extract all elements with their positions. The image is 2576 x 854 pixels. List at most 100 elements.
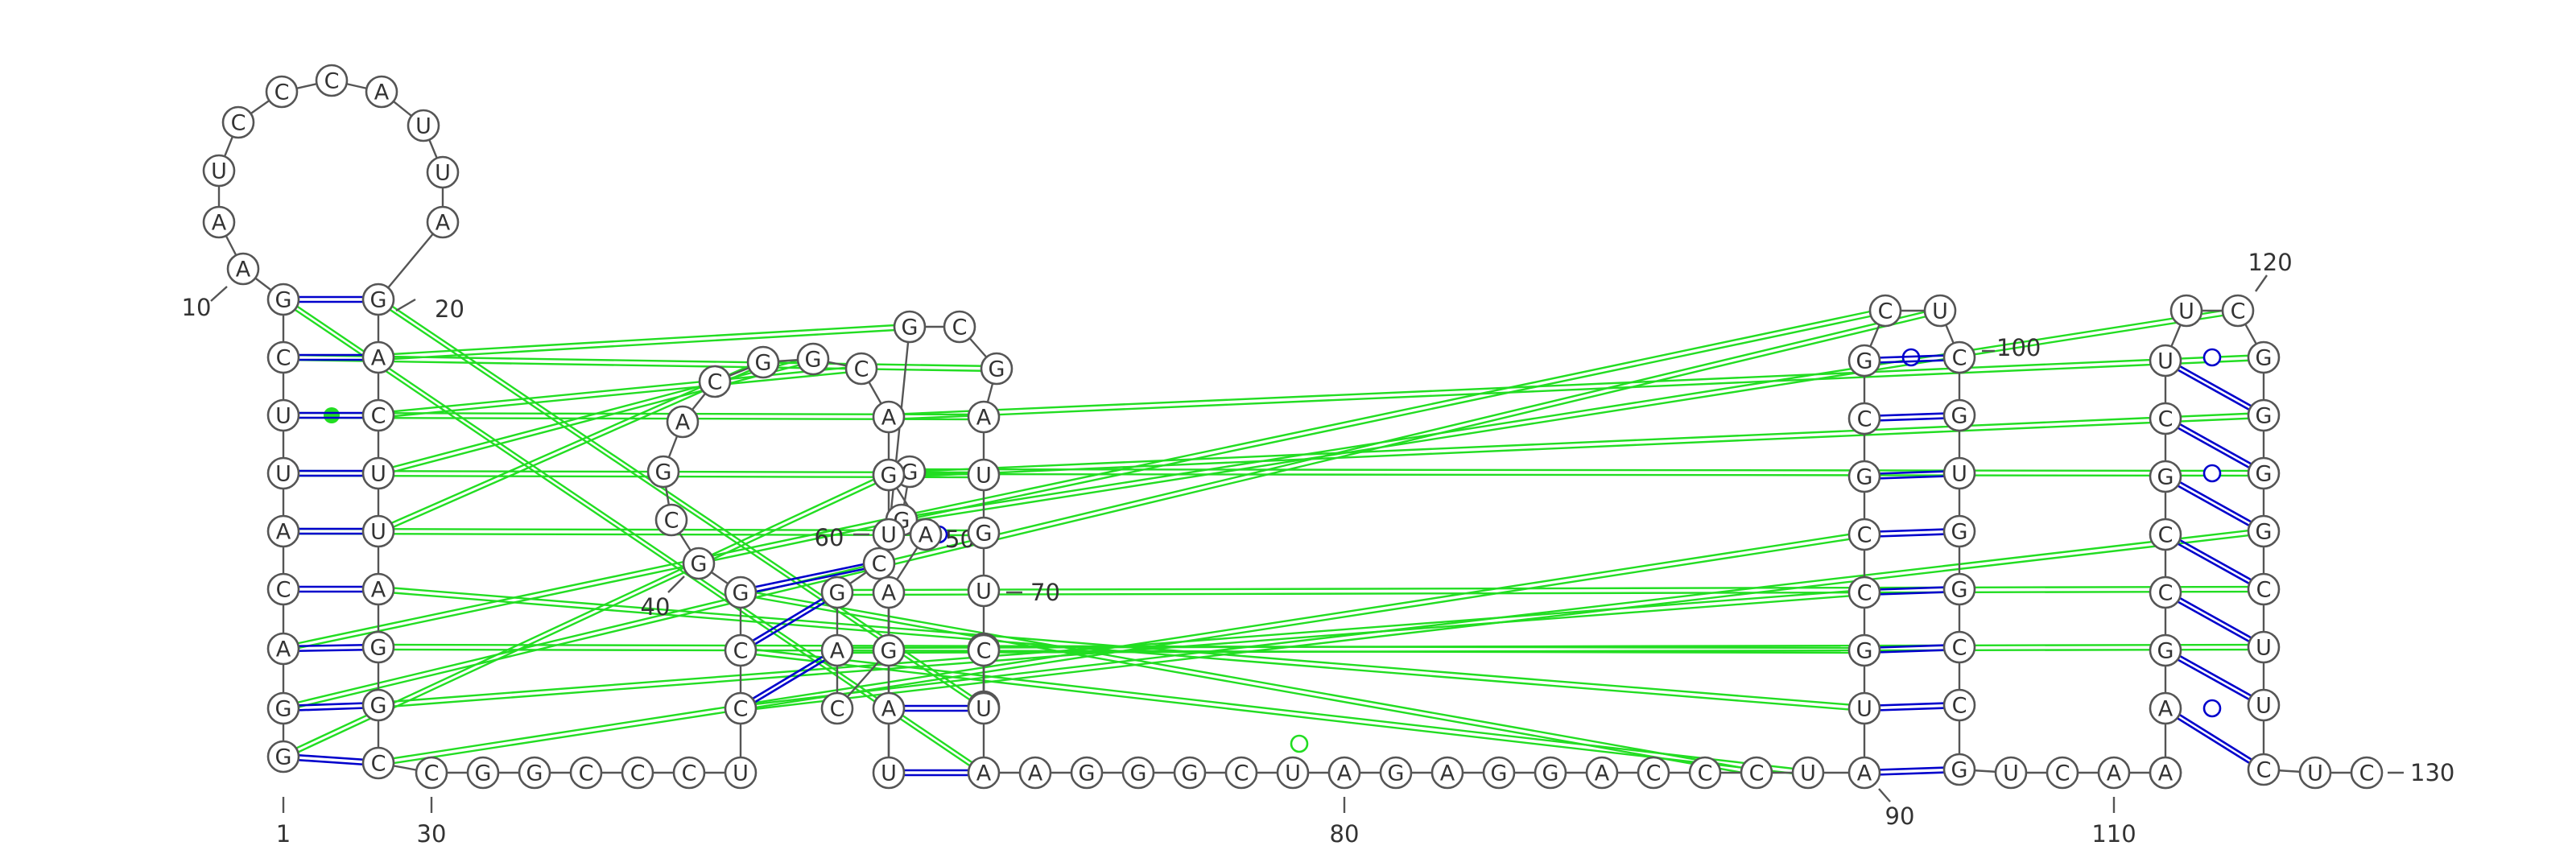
nucleotide-59: A — [872, 691, 906, 725]
nucleotide-121: C — [2221, 294, 2255, 328]
tertiary-interaction — [283, 311, 1886, 653]
nucleotide-3: A — [266, 632, 300, 666]
nucleotide-letter: A — [212, 211, 227, 236]
nucleotide-105: C — [1942, 630, 1976, 664]
nucleotide-letter: U — [1800, 761, 1816, 786]
nucleotide-circle — [1847, 402, 1881, 435]
nucleotide-circle — [1018, 756, 1052, 790]
nucleotide-81: G — [1379, 756, 1413, 790]
nucleotide-letter: G — [2157, 639, 2174, 664]
nucleotide-circle — [1637, 756, 1670, 790]
nucleotide-circle — [646, 455, 680, 489]
nucleotide-letter: C — [976, 639, 992, 664]
nucleotide-letter: C — [1857, 523, 1872, 548]
base-pair — [2165, 472, 2264, 530]
nucleotide-letter: G — [1856, 465, 1873, 490]
tertiary-interaction — [740, 593, 1757, 777]
nucleotide-letter: A — [1440, 761, 1455, 786]
nucleotide-circle — [361, 456, 395, 490]
nucleotide-circle — [1942, 514, 1976, 548]
nucleotide-19: A — [426, 205, 460, 239]
nucleotide-letter: C — [733, 639, 749, 664]
nucleotide-circle — [909, 518, 943, 551]
nucleotide-letter: C — [2256, 758, 2272, 783]
nucleotide-circle — [872, 400, 906, 434]
nucleotide-letter: U — [881, 523, 897, 548]
nucleotide-letter: G — [475, 761, 492, 786]
tertiary-interaction — [283, 358, 997, 373]
nucleotide-letter: A — [881, 581, 897, 606]
nucleotide-circle — [872, 756, 906, 790]
nucleotide-letter: G — [1951, 758, 1968, 783]
nucleotide-74: A — [1018, 756, 1052, 790]
base-pair — [740, 588, 838, 650]
nucleotide-circle — [266, 283, 300, 316]
base-pair — [740, 593, 838, 654]
position-number: 130 — [2410, 759, 2454, 786]
nucleotide-circle — [724, 691, 758, 725]
nucleotide-letter: G — [881, 639, 898, 664]
nucleotide-circle — [2149, 756, 2182, 790]
nucleotide-circle — [682, 547, 716, 580]
nucleotide-letter: C — [231, 111, 246, 136]
nucleotide-circle — [202, 154, 236, 188]
nucleotide-circle — [967, 458, 1001, 492]
tertiary-interaction — [378, 369, 862, 419]
nucleotide-circle — [2247, 398, 2281, 432]
nucleotide-100: C — [1942, 340, 1976, 374]
nucleotide-circle — [1379, 756, 1413, 790]
nucleotide-letter: G — [1130, 761, 1147, 786]
nucleotide-circle — [2247, 753, 2281, 786]
nucleotide-circle — [518, 756, 551, 790]
nucleotide-58: G — [872, 458, 906, 492]
nucleotide-circle — [2149, 576, 2182, 609]
nucleotide-letter: G — [370, 288, 387, 313]
nucleotide-28: C — [361, 746, 395, 780]
nucleotide-2: G — [266, 691, 300, 725]
nucleotide-circle — [1847, 691, 1881, 725]
nucleotide-131: C — [2350, 756, 2384, 790]
nucleotide-circle — [265, 75, 299, 109]
nucleotide-4: C — [266, 572, 300, 606]
nucleotide-letter: U — [733, 761, 749, 786]
nucleotide-circle — [1224, 756, 1258, 790]
tertiary-interaction — [378, 358, 764, 530]
nucleotide-24: U — [361, 514, 395, 548]
nucleotide-61: U — [872, 518, 906, 551]
tertiary-interaction — [378, 530, 1865, 762]
nucleotide-letter: G — [2256, 462, 2273, 487]
nucleotide-letter: A — [1595, 761, 1610, 786]
nucleotide-letter: G — [2256, 520, 2273, 545]
nucleotide-letter: A — [436, 211, 451, 236]
nucleotide-circle — [2247, 688, 2281, 722]
tertiary-interaction — [740, 651, 1809, 777]
nucleotide-letter: G — [1182, 761, 1199, 786]
nucleotide-letter: U — [2157, 349, 2174, 374]
base-pair — [2165, 361, 2264, 419]
nucleotide-102: U — [1942, 456, 1976, 490]
nucleotide-101: G — [1942, 398, 1976, 432]
nucleotide-letter: U — [275, 462, 291, 487]
nucleotide-90: A — [1847, 756, 1881, 790]
nucleotide-95: G — [1847, 460, 1881, 493]
tertiary-interaction — [378, 328, 910, 361]
nucleotide-circle — [1740, 756, 1773, 790]
nucleotide-circle — [1942, 572, 1976, 606]
nucleotide-letter: G — [1079, 761, 1096, 786]
nucleotide-82: A — [1430, 756, 1464, 790]
nucleotide-6: U — [266, 456, 300, 490]
nucleotide-23: U — [361, 456, 395, 490]
nucleotide-circle — [1942, 630, 1976, 664]
nucleotide-circle — [426, 205, 460, 239]
nucleotide-letter: G — [805, 348, 822, 373]
nucleotide-14: C — [265, 75, 299, 109]
nucleotide-113: A — [2149, 691, 2182, 725]
base-pair — [2165, 593, 2264, 651]
nucleotide-circle — [361, 340, 395, 374]
nucleotide-letter: C — [2158, 407, 2174, 432]
nucleotide-79: U — [1276, 756, 1310, 790]
tertiary-interaction — [283, 311, 1941, 712]
nucleotide-letter: C — [324, 69, 340, 94]
nucleotide-85: A — [1585, 756, 1619, 790]
